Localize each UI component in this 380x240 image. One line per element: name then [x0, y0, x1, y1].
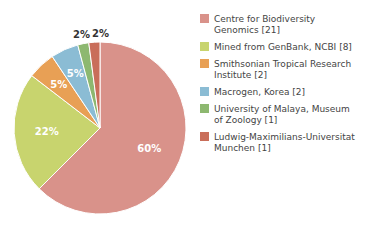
- legend: Centre for BiodiversityGenomics [21] Mine…: [200, 14, 355, 153]
- pie-slice: [89, 42, 100, 128]
- legend-label-line: Mined from GenBank, NCBI [8]: [214, 42, 352, 52]
- legend-item: University of Malaya, Museumof Zoology […: [200, 104, 350, 125]
- legend-label: Ludwig-Maximilians-UniversitatMunchen [1…: [214, 132, 355, 153]
- data-label: 2%: [92, 28, 109, 39]
- legend-label: Smithsonian Tropical ResearchInstitute […: [214, 59, 351, 80]
- legend-label-line: of Zoology [1]: [214, 115, 277, 125]
- legend-label-line: Ludwig-Maximilians-Universitat: [214, 132, 355, 142]
- data-label: 2%: [73, 29, 90, 40]
- legend-item: Smithsonian Tropical ResearchInstitute […: [200, 59, 351, 80]
- legend-label-line: Smithsonian Tropical Research: [214, 59, 351, 69]
- legend-swatch: [200, 42, 209, 51]
- chart: 60% 22% 5%5% 2%2% Centre for BiodiversityGen…: [0, 0, 380, 240]
- legend-swatch: [200, 59, 209, 68]
- legend-label: University of Malaya, Museumof Zoology […: [214, 104, 350, 125]
- data-labels: 60% 22% 5%5% 2%2%: [35, 28, 161, 154]
- legend-label-line: Macrogen, Korea [2]: [214, 87, 305, 97]
- legend-label: Mined from GenBank, NCBI [8]: [214, 42, 352, 52]
- legend-item: Mined from GenBank, NCBI [8]: [200, 42, 352, 52]
- legend-item: Macrogen, Korea [2]: [200, 87, 305, 97]
- legend-label-line: University of Malaya, Museum: [214, 104, 350, 114]
- pie-slice: [78, 43, 100, 128]
- legend-label: Macrogen, Korea [2]: [214, 87, 305, 97]
- legend-label-line: Munchen [1]: [214, 143, 271, 153]
- data-label: 22%: [35, 126, 59, 137]
- legend-item: Ludwig-Maximilians-UniversitatMunchen [1…: [200, 132, 355, 153]
- data-label: 60%: [137, 143, 161, 154]
- legend-label-line: Centre for Biodiversity: [214, 14, 316, 24]
- legend-swatch: [200, 87, 209, 96]
- legend-item: Centre for BiodiversityGenomics [21]: [200, 14, 316, 35]
- data-label: 5%: [67, 68, 84, 79]
- data-label: 5%: [50, 79, 67, 90]
- legend-swatch: [200, 104, 209, 113]
- legend-swatch: [200, 132, 209, 141]
- legend-swatch: [200, 14, 209, 23]
- pie: [14, 42, 186, 214]
- legend-label-line: Genomics [21]: [214, 25, 280, 35]
- legend-label-line: Institute [2]: [214, 70, 267, 80]
- legend-label: Centre for BiodiversityGenomics [21]: [214, 14, 316, 35]
